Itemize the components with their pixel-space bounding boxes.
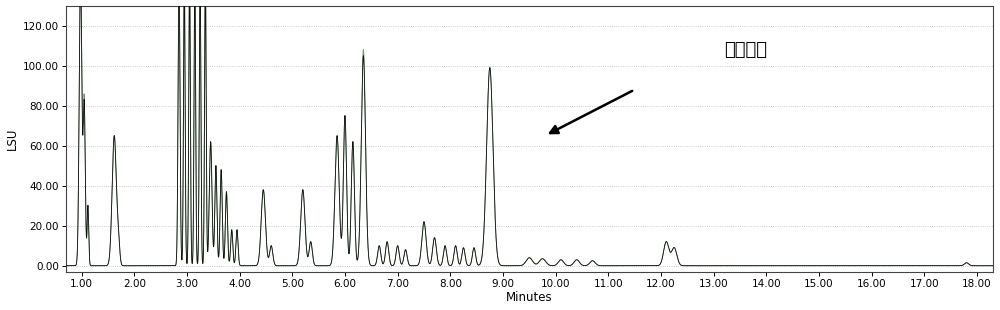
X-axis label: Minutes: Minutes	[506, 291, 553, 304]
Text: 黄芙甲苷: 黄芙甲苷	[724, 41, 767, 59]
Y-axis label: LSU: LSU	[6, 127, 19, 150]
